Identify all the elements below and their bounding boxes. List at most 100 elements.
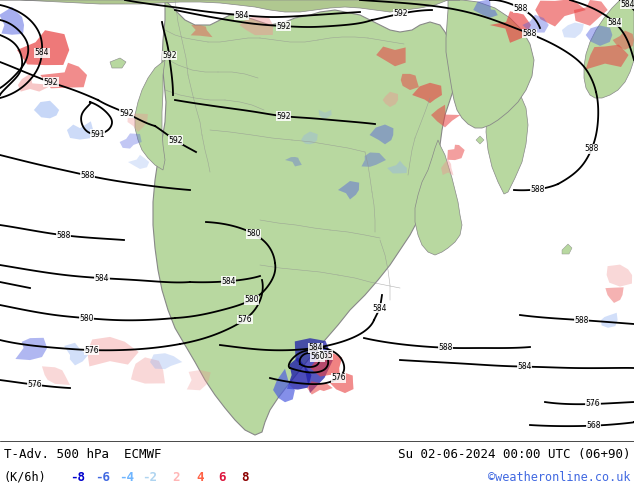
Text: -4: -4	[119, 470, 134, 484]
Polygon shape	[64, 343, 88, 366]
Text: 584: 584	[221, 277, 236, 286]
Polygon shape	[0, 0, 460, 12]
Text: 8: 8	[242, 470, 249, 484]
Text: 584: 584	[621, 0, 634, 8]
Text: 588: 588	[585, 144, 599, 153]
Polygon shape	[601, 313, 618, 328]
Polygon shape	[612, 30, 634, 50]
Text: 576: 576	[331, 373, 346, 382]
Text: 584: 584	[517, 362, 532, 371]
Text: 592: 592	[119, 109, 134, 118]
Polygon shape	[605, 287, 624, 303]
Polygon shape	[191, 25, 212, 37]
Text: 580: 580	[246, 229, 261, 238]
Text: 592: 592	[276, 22, 291, 30]
Polygon shape	[383, 92, 398, 107]
Text: 560: 560	[311, 352, 325, 361]
Polygon shape	[187, 370, 210, 391]
Polygon shape	[338, 181, 359, 199]
Text: 2: 2	[172, 470, 180, 484]
Polygon shape	[285, 157, 302, 167]
Text: 592: 592	[162, 51, 176, 60]
Polygon shape	[150, 353, 182, 369]
Polygon shape	[17, 30, 69, 65]
Polygon shape	[120, 133, 142, 148]
Polygon shape	[486, 80, 528, 194]
Polygon shape	[586, 45, 628, 70]
Text: 576: 576	[84, 345, 99, 355]
Polygon shape	[446, 0, 534, 128]
Polygon shape	[295, 338, 333, 393]
Text: 576: 576	[238, 315, 252, 324]
Polygon shape	[562, 23, 584, 38]
Polygon shape	[574, 0, 608, 26]
Polygon shape	[127, 114, 148, 132]
Text: (K/6h): (K/6h)	[4, 470, 47, 484]
Text: ©weatheronline.co.uk: ©weatheronline.co.uk	[488, 470, 630, 484]
Text: 588: 588	[514, 4, 527, 13]
Polygon shape	[34, 101, 59, 119]
Text: 584: 584	[235, 11, 249, 20]
Text: 580: 580	[79, 314, 94, 322]
Text: 592: 592	[44, 78, 58, 87]
Text: -2: -2	[143, 470, 157, 484]
Polygon shape	[273, 369, 295, 402]
Polygon shape	[131, 357, 165, 384]
Text: 584: 584	[373, 303, 387, 313]
Text: 584: 584	[94, 273, 109, 283]
Text: 584: 584	[607, 18, 622, 27]
Text: 4: 4	[197, 470, 204, 484]
Polygon shape	[473, 0, 498, 18]
Polygon shape	[607, 265, 632, 287]
Polygon shape	[586, 25, 612, 46]
Text: 588: 588	[80, 171, 94, 180]
Polygon shape	[535, 0, 586, 26]
Polygon shape	[412, 83, 442, 103]
Polygon shape	[476, 136, 484, 144]
Text: 565: 565	[318, 351, 333, 360]
Polygon shape	[18, 74, 53, 92]
Polygon shape	[310, 352, 342, 376]
Text: 592: 592	[168, 136, 183, 145]
Text: 584: 584	[35, 49, 49, 57]
Text: 568: 568	[586, 421, 601, 430]
Polygon shape	[110, 58, 126, 68]
Text: 588: 588	[574, 316, 588, 324]
Text: -6: -6	[96, 470, 110, 484]
Polygon shape	[287, 357, 311, 390]
Polygon shape	[135, 60, 165, 170]
Text: 588: 588	[530, 185, 545, 194]
Text: 576: 576	[586, 399, 600, 409]
Polygon shape	[15, 338, 47, 360]
Polygon shape	[489, 11, 531, 43]
Text: 588: 588	[438, 343, 453, 352]
Text: 580: 580	[244, 295, 259, 304]
Polygon shape	[441, 159, 453, 175]
Polygon shape	[67, 122, 93, 140]
Polygon shape	[522, 15, 549, 32]
Polygon shape	[128, 155, 149, 169]
Polygon shape	[415, 140, 462, 255]
Polygon shape	[361, 152, 386, 167]
Text: 6: 6	[218, 470, 226, 484]
Polygon shape	[42, 367, 70, 385]
Text: Su 02-06-2024 00:00 UTC (06+90): Su 02-06-2024 00:00 UTC (06+90)	[398, 447, 630, 461]
Polygon shape	[401, 74, 419, 90]
Polygon shape	[0, 7, 24, 35]
Polygon shape	[376, 47, 406, 66]
Text: 591: 591	[90, 129, 105, 139]
Polygon shape	[447, 145, 465, 160]
Polygon shape	[431, 105, 460, 127]
Polygon shape	[387, 161, 407, 173]
Text: 588: 588	[522, 29, 536, 38]
Polygon shape	[153, 0, 458, 435]
Text: T-Adv. 500 hPa  ECMWF: T-Adv. 500 hPa ECMWF	[4, 447, 162, 461]
Polygon shape	[329, 373, 354, 393]
Text: 584: 584	[308, 343, 323, 352]
Polygon shape	[584, 0, 634, 98]
Text: 588: 588	[56, 231, 70, 240]
Polygon shape	[87, 337, 139, 367]
Polygon shape	[301, 131, 318, 145]
Text: 592: 592	[276, 112, 291, 121]
Polygon shape	[370, 124, 394, 145]
